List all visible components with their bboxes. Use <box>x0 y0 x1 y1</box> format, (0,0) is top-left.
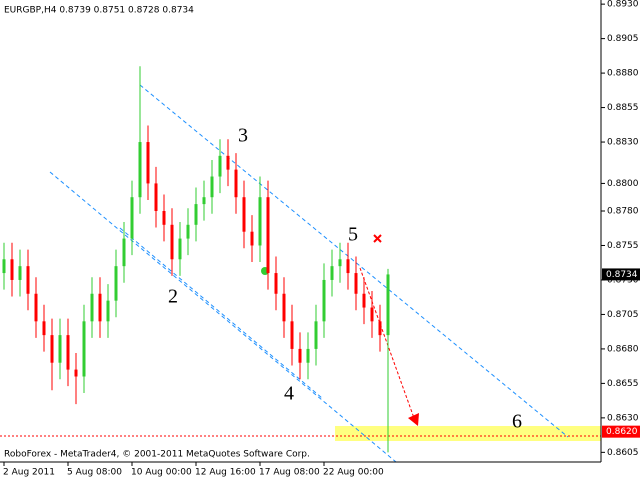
forecast-arrow <box>359 267 415 419</box>
candle-body <box>122 238 126 267</box>
channel-mid <box>119 227 323 399</box>
candle-body <box>290 321 294 349</box>
candle-body <box>234 169 238 198</box>
candle-body <box>82 321 86 377</box>
price-label: 0.8734 <box>606 270 638 280</box>
y-tick-label: 0.8830 <box>607 138 639 148</box>
candle-body <box>178 238 182 260</box>
candle-body <box>386 274 390 336</box>
arrow-head <box>408 413 419 426</box>
x-tick-label: 17 Aug 08:00 <box>259 468 320 478</box>
candle-body <box>210 176 214 198</box>
x-tick-label: 5 Aug 08:00 <box>67 468 122 478</box>
candle-body <box>242 197 246 232</box>
candle-body <box>346 259 350 274</box>
x-tick-label: 10 Aug 00:00 <box>131 468 192 478</box>
candle-body <box>226 155 230 170</box>
y-tick-label: 0.8705 <box>607 310 639 320</box>
candle-body <box>146 142 150 184</box>
price-label: 0.8620 <box>606 427 638 437</box>
candle-body <box>26 266 30 294</box>
cross-marker <box>373 234 382 243</box>
wave-label: 3 <box>238 125 248 147</box>
y-tick-label: 0.8630 <box>607 413 639 423</box>
candle-body <box>362 293 366 308</box>
candle-body <box>274 273 278 294</box>
y-tick-label: 0.8730 <box>607 275 639 285</box>
candle-body <box>18 266 22 280</box>
footer: RoboForex - MetaTrader4, © 2001-2011 Met… <box>4 450 310 460</box>
x-tick-label: 12 Aug 16:00 <box>195 468 256 478</box>
candle-body <box>34 293 38 322</box>
candle-body <box>58 335 62 363</box>
y-tick-label: 0.8800 <box>607 179 639 189</box>
candle-body <box>98 293 102 322</box>
candle-body <box>258 197 262 246</box>
y-tick-label: 0.8680 <box>607 344 639 354</box>
candle-body <box>2 259 6 274</box>
candle-body <box>330 266 334 280</box>
wave-label: 6 <box>512 411 522 433</box>
candle-body <box>154 183 158 212</box>
y-tick-label: 0.8880 <box>607 69 639 79</box>
candle-body <box>338 259 342 267</box>
target-zone <box>335 426 601 441</box>
channel-lower <box>49 171 397 463</box>
candle-body <box>186 224 190 239</box>
price-label-box <box>602 268 640 281</box>
candle-body <box>354 273 358 294</box>
candle-body <box>370 307 374 322</box>
wave-label: 2 <box>168 286 178 308</box>
candle-body <box>90 293 94 322</box>
candle-body <box>106 300 110 322</box>
y-tick-label: 0.8655 <box>607 379 639 389</box>
candle-body <box>322 279 326 322</box>
candle-body <box>194 204 198 225</box>
candle-body <box>114 266 118 301</box>
y-tick-label: 0.8905 <box>607 34 639 44</box>
y-tick-label: 0.8755 <box>607 241 639 251</box>
candle-body <box>42 321 46 336</box>
y-tick-label: 0.8930 <box>607 0 639 10</box>
candle-body <box>74 369 78 377</box>
candle-body <box>130 197 134 239</box>
candle-body <box>202 197 206 205</box>
candle-body <box>266 197 270 274</box>
y-tick-label: 0.8780 <box>607 207 639 217</box>
bars <box>2 66 390 453</box>
y-tick-label: 0.8855 <box>607 103 639 113</box>
channel-upper <box>139 84 569 438</box>
candle-body <box>218 155 222 177</box>
channel-lines <box>49 84 569 463</box>
candle-body <box>138 142 142 198</box>
candle-body <box>10 259 14 280</box>
candle-body <box>282 293 286 322</box>
y-tick-label: 0.8605 <box>607 448 639 458</box>
candle-body <box>306 348 310 363</box>
x-tick-label: 2 Aug 2011 <box>3 468 55 478</box>
chart-title: EURGBP,H4 0.8739 0.8751 0.8728 0.8734 <box>4 6 194 16</box>
wave-label: 5 <box>348 224 358 246</box>
candle-body <box>50 335 54 363</box>
candle-body <box>162 211 166 225</box>
candle-body <box>170 224 174 260</box>
candle-body <box>314 321 318 349</box>
candle-body <box>298 348 302 363</box>
wave-label: 4 <box>284 383 294 405</box>
x-tick-label: 22 Aug 00:00 <box>323 468 384 478</box>
candle-body <box>250 231 254 246</box>
candle-body <box>378 321 382 336</box>
price-label-box <box>602 425 640 438</box>
candle-body <box>66 335 70 370</box>
